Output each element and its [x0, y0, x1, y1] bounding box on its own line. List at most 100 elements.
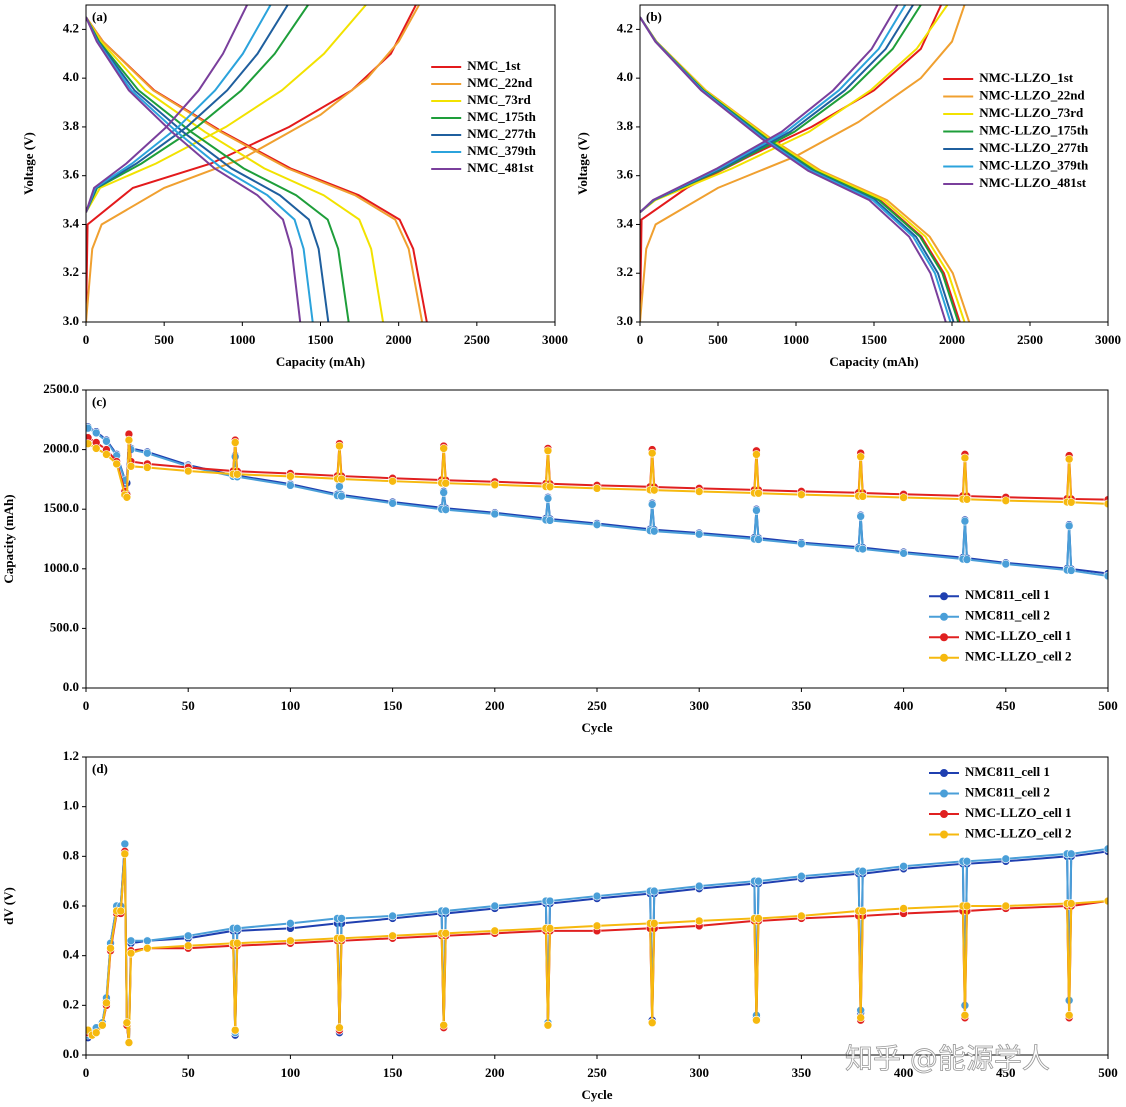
point	[543, 446, 553, 456]
y-tick-label: 3.2	[63, 264, 79, 279]
point	[102, 998, 111, 1008]
point	[124, 435, 134, 445]
curve	[640, 16, 947, 322]
x-tick-label: 1500	[308, 332, 334, 347]
point	[899, 904, 908, 913]
legend-marker	[940, 592, 948, 601]
plot-area	[86, 839, 1108, 1047]
x-tick-label: 1000	[229, 332, 255, 347]
point	[439, 488, 449, 497]
y-tick-label: 3.6	[617, 167, 634, 182]
x-axis-title: Capacity (mAh)	[829, 354, 918, 369]
y-tick-label: 4.2	[617, 20, 633, 35]
point	[126, 936, 136, 946]
x-tick-label: 150	[383, 698, 403, 713]
point	[102, 436, 111, 446]
point	[337, 914, 346, 923]
point	[1066, 849, 1076, 859]
x-tick-label: 300	[689, 698, 709, 713]
point	[962, 901, 972, 911]
point	[388, 931, 397, 941]
point	[592, 484, 602, 493]
x-tick-label: 250	[587, 698, 607, 713]
legend-label: NMC_277th	[467, 126, 536, 141]
point	[797, 911, 806, 921]
point	[1001, 854, 1011, 864]
y-axis-title: Capacity (mAh)	[1, 494, 16, 583]
point	[490, 480, 500, 490]
point	[899, 493, 908, 502]
point	[122, 492, 132, 502]
y-tick-label: 0.0	[63, 679, 79, 694]
point	[754, 914, 763, 923]
x-tick-label: 450	[996, 698, 1016, 713]
point	[962, 856, 972, 866]
point	[858, 866, 868, 876]
y-tick-label: 3.6	[63, 167, 80, 182]
point	[439, 1020, 449, 1030]
point	[543, 1020, 553, 1030]
point	[91, 1028, 101, 1037]
legend-label: NMC811_cell 1	[965, 587, 1050, 602]
point	[649, 485, 659, 495]
x-tick-label: 50	[182, 698, 195, 713]
point	[112, 459, 121, 469]
y-tick-label: 3.8	[63, 118, 80, 133]
y-tick-label: 1.0	[63, 798, 79, 813]
point	[752, 450, 761, 459]
x-tick-label: 350	[792, 1065, 812, 1080]
point	[335, 482, 344, 491]
y-tick-label: 3.4	[617, 215, 634, 230]
panel: 0 500 1000 1500 2000 2500 3000 3.0 3.2 3.4 3.6 3.8 4…	[21, 4, 568, 369]
x-tick-label: 2000	[939, 332, 965, 347]
y-tick-label: 3.4	[63, 215, 80, 230]
curve	[640, 16, 961, 322]
legend-label: NMC-LLZO_22nd	[979, 87, 1085, 102]
legend-label: NMC-LLZO_175th	[979, 122, 1089, 137]
x-axis-title: Capacity (mAh)	[276, 354, 365, 369]
legend-marker	[940, 612, 948, 621]
curve	[86, 5, 248, 213]
x-tick-label: 0	[83, 332, 90, 347]
panel: 0 50 100 150 200 250 300 350 400 450 500 0.0 500.0 10…	[1, 381, 1118, 735]
legend-label: NMC-LLZO_cell 2	[965, 649, 1072, 664]
x-tick-label: 50	[182, 1065, 195, 1080]
point	[960, 1010, 970, 1020]
panel-label: (d)	[92, 761, 108, 776]
x-tick-label: 350	[792, 698, 812, 713]
point	[286, 481, 295, 490]
panel-label: (b)	[646, 9, 662, 24]
x-tick-label: 150	[383, 1065, 403, 1080]
point	[545, 924, 555, 933]
legend-label: NMC811_cell 2	[965, 784, 1050, 799]
curve	[86, 16, 314, 322]
point	[230, 1025, 240, 1035]
x-tick-label: 3000	[542, 332, 568, 347]
point	[102, 450, 111, 459]
x-tick-label: 400	[894, 698, 914, 713]
point	[337, 491, 346, 501]
legend-marker	[940, 769, 948, 777]
x-tick-label: 500	[1098, 1065, 1118, 1080]
point	[856, 1013, 865, 1023]
point	[899, 549, 908, 558]
x-tick-label: 2000	[386, 332, 412, 347]
point	[490, 926, 500, 936]
point	[1103, 499, 1108, 509]
x-tick-label: 450	[996, 1065, 1016, 1080]
legend-label: NMC811_cell 1	[965, 764, 1050, 779]
x-axis-title: Cycle	[581, 1087, 612, 1102]
legend-label: NMC_175th	[467, 109, 536, 124]
point	[647, 448, 657, 458]
y-tick-label: 4.0	[63, 69, 79, 84]
point	[1001, 901, 1011, 911]
y-tick-label: 0.2	[63, 996, 79, 1011]
point	[1064, 1010, 1074, 1020]
point	[1103, 844, 1108, 854]
point	[592, 520, 602, 529]
point	[335, 1023, 344, 1032]
legend-label: NMC-LLZO_73rd	[979, 105, 1084, 120]
plot-area	[86, 5, 428, 322]
point	[797, 871, 806, 881]
point	[91, 444, 101, 453]
